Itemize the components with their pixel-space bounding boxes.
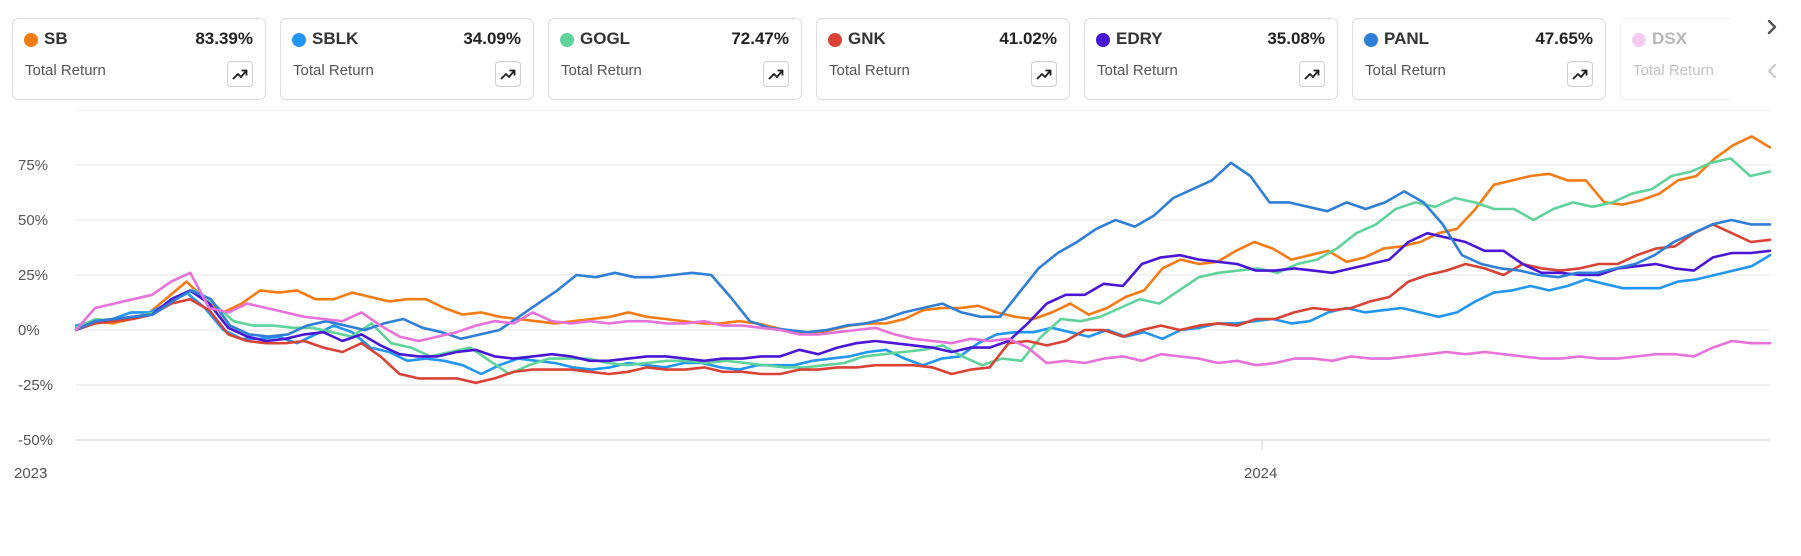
- y-tick-label: 50%: [18, 212, 48, 229]
- total-return-label: Total Return: [1365, 62, 1446, 79]
- y-tick-label: -25%: [18, 377, 53, 394]
- trending-up-icon: [1572, 69, 1588, 80]
- ticker-card-sb[interactable]: SB 83.39% Total Return: [12, 18, 266, 100]
- total-return-value: 83.39%: [195, 29, 253, 48]
- series-color-dot: [560, 33, 574, 47]
- chevron-left-icon: [1767, 63, 1777, 79]
- series-color-dot: [292, 33, 306, 47]
- ticker-card-list: SB 83.39% Total Return SBLK 34.09% Total Retu…: [12, 18, 1732, 102]
- series-color-dot: [1096, 33, 1110, 47]
- ticker-symbol: GOGL: [580, 29, 631, 48]
- total-return-line-chart: 75% 50% 25% 0% -25% -50% 2023 2024: [14, 110, 1772, 482]
- x-tick-label: 2024: [1244, 465, 1277, 482]
- series-color-dot: [828, 33, 842, 47]
- trend-button[interactable]: [1031, 61, 1057, 87]
- total-return-value: 47.65%: [1535, 29, 1593, 48]
- trending-up-icon: [500, 69, 516, 80]
- ticker-card-sblk[interactable]: SBLK 34.09% Total Return: [280, 18, 534, 100]
- series-line-sb: [74, 135, 1772, 336]
- trending-up-icon: [1304, 69, 1320, 80]
- series-line-panl: [74, 161, 1772, 341]
- series-color-dot: [1364, 33, 1378, 47]
- series-color-dot: [1632, 33, 1646, 47]
- total-return-value: 34.09%: [463, 29, 521, 48]
- trend-button[interactable]: [495, 61, 521, 87]
- ticker-symbol: DSX: [1652, 29, 1687, 48]
- total-return-label: Total Return: [1633, 62, 1714, 79]
- ticker-symbol: SBLK: [312, 29, 359, 48]
- total-return-label: Total Return: [1097, 62, 1178, 79]
- ticker-card-gogl[interactable]: GOGL 72.47% Total Return: [548, 18, 802, 100]
- prev-button[interactable]: [1757, 56, 1787, 86]
- trend-button[interactable]: [1299, 61, 1325, 87]
- y-tick-label: 0%: [18, 322, 40, 339]
- ticker-symbol: PANL: [1384, 29, 1430, 48]
- total-return-label: Total Return: [25, 62, 106, 79]
- total-return-label: Total Return: [829, 62, 910, 79]
- trend-button[interactable]: [763, 61, 789, 87]
- trending-up-icon: [1036, 69, 1052, 80]
- ticker-symbol: GNK: [848, 29, 886, 48]
- ticker-card-edry[interactable]: EDRY 35.08% Total Return: [1084, 18, 1338, 100]
- y-tick-label: 25%: [18, 267, 48, 284]
- total-return-label: Total Return: [293, 62, 374, 79]
- total-return-value: 72.47%: [731, 29, 789, 48]
- total-return-value: 35.08%: [1267, 29, 1325, 48]
- series-line-gnk: [74, 223, 1772, 385]
- ticker-symbol: EDRY: [1116, 29, 1163, 48]
- series-line-dsx: [74, 271, 1772, 367]
- trend-button[interactable]: [227, 61, 253, 87]
- ticker-card-dsx[interactable]: DSX Total Return: [1620, 18, 1730, 100]
- series-line-gogl: [74, 157, 1772, 376]
- y-tick-label: 75%: [18, 157, 48, 174]
- trend-button[interactable]: [1567, 61, 1593, 87]
- total-return-value: 41.02%: [999, 29, 1057, 48]
- ticker-card-gnk[interactable]: GNK 41.02% Total Return: [816, 18, 1070, 100]
- ticker-card-panl[interactable]: PANL 47.65% Total Return: [1352, 18, 1606, 100]
- next-button[interactable]: [1757, 12, 1787, 42]
- trending-up-icon: [768, 69, 784, 80]
- trending-up-icon: [232, 69, 248, 80]
- x-tick-label: 2023: [14, 465, 47, 482]
- series-line-edry: [74, 231, 1772, 363]
- y-tick-label: -50%: [18, 432, 53, 449]
- ticker-symbol: SB: [44, 29, 68, 48]
- series-color-dot: [24, 33, 38, 47]
- total-return-label: Total Return: [561, 62, 642, 79]
- chevron-right-icon: [1767, 19, 1777, 35]
